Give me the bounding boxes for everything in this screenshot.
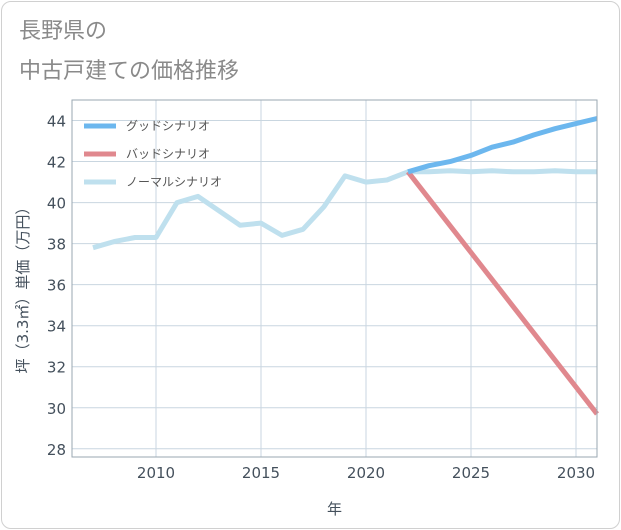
- y-tick-label-40: 40: [47, 195, 66, 213]
- series-line-1: [406, 170, 599, 416]
- y-tick-label-42: 42: [47, 154, 66, 172]
- y-tick-label-38: 38: [47, 236, 66, 254]
- series-line-0: [407, 116, 598, 175]
- x-axis-label: 年: [327, 500, 342, 518]
- plot-frame: [71, 99, 598, 458]
- grid: [72, 100, 597, 457]
- y-tick-label-36: 36: [47, 277, 66, 295]
- y-tick-label-44: 44: [47, 113, 66, 131]
- x-tick-label-2025: 2025: [452, 464, 490, 482]
- y-tick-label-30: 30: [47, 400, 66, 418]
- legend-label-2: ノーマルシナリオ: [126, 175, 222, 189]
- y-axis-label: 坪（3.3㎡）単価（万円）: [14, 200, 32, 374]
- x-tick-label-2015: 2015: [242, 464, 280, 482]
- tick-labels: 2010 2015 2020 2025 2030 28 30 32 34 36 38 40 42 44: [47, 113, 595, 482]
- chart-title-line-2: 中古戸建ての価格推移: [19, 59, 240, 84]
- axes: [71, 99, 598, 458]
- chart-title-line-1: 長野県の: [19, 19, 108, 44]
- x-tick-label-2020: 2020: [347, 464, 385, 482]
- x-tick-label-2010: 2010: [137, 464, 175, 482]
- y-tick-label-34: 34: [47, 318, 66, 336]
- y-tick-label-32: 32: [47, 359, 66, 377]
- series-line-2: [92, 168, 597, 251]
- legend-label-1: バッドシナリオ: [126, 147, 210, 161]
- x-tick-label-2030: 2030: [557, 464, 595, 482]
- y-tick-label-28: 28: [47, 441, 66, 459]
- legend-label-0: グッドシナリオ: [126, 119, 210, 133]
- series-lines: [92, 116, 599, 416]
